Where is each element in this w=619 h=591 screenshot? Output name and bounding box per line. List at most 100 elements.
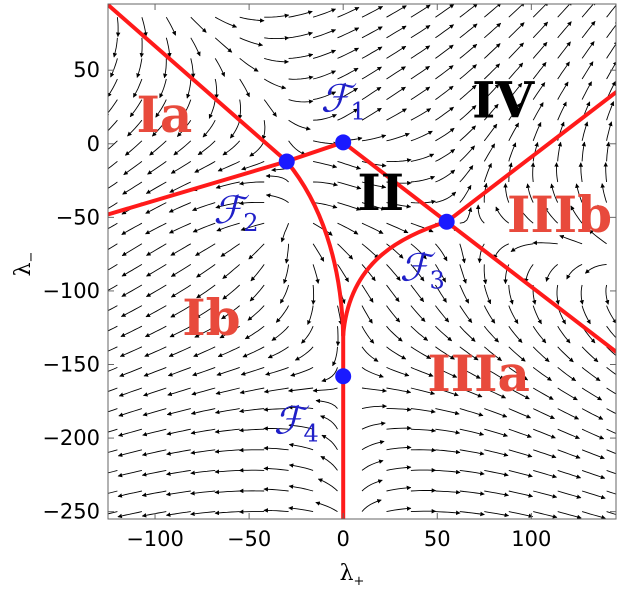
- streamline: [239, 78, 250, 98]
- region-label-ib: Ib: [182, 288, 240, 347]
- streamline: [190, 511, 216, 517]
- streamline: [244, 325, 265, 340]
- streamline: [557, 346, 574, 363]
- streamline: [557, 141, 563, 162]
- streamline: [108, 325, 118, 332]
- streamline: [193, 346, 216, 357]
- streamline: [410, 65, 430, 80]
- fixed-point-f2: [278, 153, 295, 170]
- streamline: [597, 204, 607, 224]
- streamline: [508, 490, 534, 498]
- streamline: [361, 499, 382, 512]
- streamline: [249, 284, 265, 302]
- streamline: [606, 449, 616, 455]
- streamline: [386, 45, 407, 59]
- streamline: [508, 367, 529, 381]
- streamline: [435, 191, 457, 204]
- streamline: [410, 4, 431, 18]
- streamline: [313, 202, 338, 209]
- streamline: [263, 78, 287, 90]
- streamline: [483, 284, 492, 305]
- streamline: [190, 16, 207, 33]
- streamline: [313, 160, 338, 169]
- streamline: [167, 366, 191, 377]
- streamline: [275, 305, 289, 323]
- streamline: [312, 243, 325, 262]
- streamline: [143, 387, 167, 397]
- streamline: [581, 408, 604, 420]
- streamline: [606, 305, 616, 324]
- streamline: [435, 489, 461, 495]
- streamline: [606, 40, 616, 59]
- streamline: [145, 222, 167, 235]
- streamline: [214, 16, 238, 28]
- streamline: [214, 449, 240, 454]
- streamline: [288, 387, 314, 393]
- streamline: [477, 243, 485, 264]
- streamline: [435, 284, 447, 303]
- streamline: [214, 489, 240, 495]
- separatrix-ii-iiia: [341, 219, 449, 338]
- streamline: [155, 99, 167, 118]
- streamline: [239, 58, 259, 72]
- streamline: [435, 127, 455, 142]
- streamline: [288, 140, 306, 156]
- streamline: [146, 284, 167, 297]
- streamline: [265, 193, 289, 203]
- separatrix-ia-ii: [108, 4, 289, 164]
- streamline: [317, 478, 338, 492]
- streamline: [566, 263, 583, 280]
- streamline: [311, 284, 316, 305]
- streamline: [386, 387, 412, 394]
- fixed-point-label-f4: ℱ4: [274, 399, 319, 448]
- streamline: [581, 305, 591, 325]
- streamline: [532, 121, 542, 141]
- streamline: [508, 82, 523, 100]
- streamline: [581, 20, 596, 39]
- streamline: [165, 490, 191, 497]
- streamline: [554, 162, 559, 183]
- streamline: [435, 428, 461, 435]
- streamline: [312, 70, 337, 80]
- streamline: [288, 484, 314, 492]
- streamline: [459, 511, 485, 517]
- axis-ticks: −100 −50 0 50 100 50 0 −50 −100 −150 −200 −250: [42, 4, 616, 551]
- fixed-point-subscript: 1: [350, 97, 365, 125]
- region-label-ia: Ia: [137, 85, 193, 144]
- streamline: [120, 325, 143, 338]
- streamline: [386, 25, 407, 39]
- streamline: [579, 284, 584, 305]
- streamline: [484, 449, 509, 457]
- streamline: [121, 264, 143, 277]
- streamline: [145, 202, 167, 214]
- streamline: [108, 119, 118, 132]
- streamline: [532, 41, 548, 59]
- streamline: [410, 25, 431, 39]
- streamline: [145, 181, 167, 194]
- streamline: [459, 125, 476, 142]
- fixed-point-label-f2: ℱ2: [213, 188, 258, 237]
- streamline: [191, 387, 216, 396]
- streamline: [312, 264, 320, 284]
- streamline: [459, 4, 478, 18]
- streamline: [108, 264, 118, 271]
- separatrix-ii-ib: [284, 159, 346, 338]
- streamline: [435, 4, 455, 18]
- streamline: [361, 387, 387, 393]
- streamline: [361, 479, 383, 492]
- streamline: [239, 387, 265, 395]
- streamline: [410, 153, 435, 162]
- streamline: [435, 305, 450, 323]
- streamline: [508, 387, 530, 400]
- streamline: [337, 47, 360, 59]
- streamline: [605, 141, 611, 162]
- streamline: [435, 169, 456, 183]
- streamline: [217, 346, 240, 358]
- streamline: [263, 508, 289, 513]
- streamline: [284, 243, 290, 264]
- streamline: [530, 162, 536, 183]
- streamline: [386, 5, 407, 18]
- streamline: [242, 346, 265, 358]
- streamlines: [108, 4, 616, 519]
- streamline: [483, 162, 492, 183]
